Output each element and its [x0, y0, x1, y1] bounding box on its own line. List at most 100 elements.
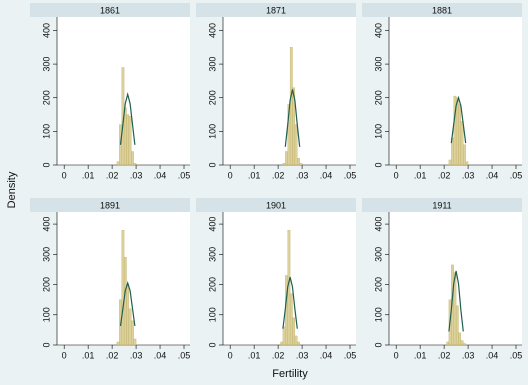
x-tick-label: .04	[154, 170, 167, 180]
y-tick-label: 300	[207, 247, 217, 262]
x-tick-label: 0	[228, 350, 233, 360]
density-curve	[284, 89, 301, 147]
x-tick-label: .03	[462, 350, 475, 360]
y-tick-label: 100	[41, 307, 51, 322]
panel-header	[362, 198, 522, 212]
x-tick-label: .02	[438, 170, 451, 180]
x-tick-label: .01	[414, 350, 427, 360]
y-tick-label: 100	[41, 124, 51, 139]
histogram-bar	[455, 305, 459, 346]
x-axis-label: Fertility	[272, 368, 308, 380]
x-tick-label: 0	[394, 170, 399, 180]
histogram-bar	[133, 163, 137, 166]
x-tick-label: .05	[344, 350, 357, 360]
panel-title: 1891	[100, 200, 120, 210]
panel-header	[362, 3, 522, 17]
y-tick-label: 100	[373, 307, 383, 322]
density-curve	[450, 95, 467, 144]
y-tick-label: 400	[41, 23, 51, 38]
histogram-bar	[116, 161, 120, 166]
y-tick-label: 300	[41, 247, 51, 262]
y-tick-label: 0	[207, 342, 217, 347]
panel-header	[30, 3, 190, 17]
y-axis-label: Density	[6, 171, 18, 208]
histogram-bar	[463, 343, 466, 346]
histogram-bar	[282, 163, 286, 166]
histogram-bar	[299, 163, 303, 166]
y-tick-label: 100	[207, 307, 217, 322]
density-curve	[282, 276, 298, 329]
histogram-bar	[126, 114, 130, 166]
x-tick-label: .01	[82, 170, 95, 180]
y-tick-label: 0	[41, 342, 51, 347]
x-tick-label: .03	[462, 170, 475, 180]
x-tick-label: .04	[154, 350, 167, 360]
histogram-bar	[458, 332, 462, 346]
x-tick-label: .03	[296, 350, 309, 360]
histogram-bar	[285, 151, 288, 166]
x-tick-label: .03	[130, 350, 143, 360]
histogram-bar	[131, 320, 134, 346]
y-tick-label: 0	[373, 342, 383, 347]
y-tick-label: 400	[41, 217, 51, 232]
y-tick-label: 200	[373, 277, 383, 292]
y-tick-label: 400	[373, 23, 383, 38]
histogram-bar	[465, 161, 469, 166]
y-tick-label: 400	[373, 217, 383, 232]
histogram-bar	[128, 116, 132, 166]
density-curve	[448, 270, 464, 332]
x-tick-label: 0	[228, 170, 233, 180]
y-tick-label: 300	[207, 57, 217, 72]
x-tick-label: .04	[320, 170, 333, 180]
x-tick-label: .01	[248, 350, 261, 360]
x-tick-label: .05	[344, 170, 357, 180]
histogram-bar	[294, 335, 298, 346]
x-tick-label: 0	[394, 350, 399, 360]
x-tick-label: .04	[320, 350, 333, 360]
x-tick-label: .04	[486, 170, 499, 180]
histogram-bar	[455, 97, 459, 166]
y-tick-label: 0	[207, 162, 217, 167]
x-tick-label: .01	[82, 350, 95, 360]
histogram-bar	[460, 121, 464, 166]
y-tick-label: 400	[207, 23, 217, 38]
x-tick-label: .05	[510, 170, 523, 180]
histogram-bar	[448, 159, 452, 166]
x-tick-label: .02	[106, 350, 119, 360]
panel-header	[196, 3, 356, 17]
y-tick-label: 0	[373, 162, 383, 167]
y-tick-label: 200	[207, 90, 217, 105]
histogram-bar	[121, 229, 125, 346]
x-tick-label: 0	[62, 170, 67, 180]
histogram-bar	[289, 293, 293, 346]
panel-header	[30, 198, 190, 212]
y-tick-label: 100	[373, 124, 383, 139]
x-tick-label: .05	[178, 350, 191, 360]
panel-title: 1901	[266, 200, 286, 210]
histogram-bar	[297, 341, 300, 346]
y-tick-label: 0	[41, 162, 51, 167]
x-tick-label: .02	[272, 170, 285, 180]
y-tick-label: 200	[373, 90, 383, 105]
histogram-bar	[116, 341, 120, 346]
histogram-bar	[280, 341, 284, 346]
histogram-bar	[282, 326, 286, 346]
histogram-bar	[460, 340, 464, 346]
panel-header	[196, 198, 356, 212]
x-tick-label: 0	[62, 350, 67, 360]
y-tick-label: 200	[207, 277, 217, 292]
panel-title: 1861	[100, 5, 120, 15]
y-tick-label: 200	[41, 277, 51, 292]
y-tick-label: 100	[207, 124, 217, 139]
y-tick-label: 400	[207, 217, 217, 232]
histogram-bar	[289, 47, 293, 166]
y-tick-label: 200	[41, 90, 51, 105]
x-tick-label: .04	[486, 350, 499, 360]
x-tick-label: .02	[106, 170, 119, 180]
x-tick-label: .02	[272, 350, 285, 360]
y-tick-label: 300	[373, 57, 383, 72]
x-tick-label: .01	[248, 170, 261, 180]
x-tick-label: .03	[130, 170, 143, 180]
